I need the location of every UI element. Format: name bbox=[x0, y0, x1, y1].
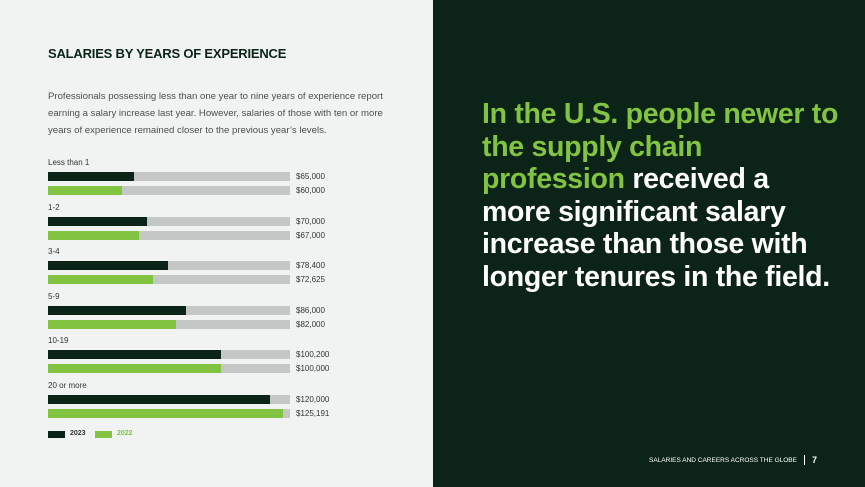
bar-2023 bbox=[48, 394, 271, 404]
bar-2023 bbox=[48, 305, 187, 315]
bar-track bbox=[48, 408, 290, 418]
bar-2022 bbox=[48, 230, 140, 240]
bar-2022 bbox=[48, 364, 221, 373]
bar-2022 bbox=[48, 319, 177, 329]
value-label: $72,625 bbox=[296, 275, 325, 284]
bar-2022 bbox=[48, 408, 284, 418]
right-panel bbox=[433, 0, 865, 487]
bar-track bbox=[48, 275, 290, 284]
footer-divider bbox=[803, 455, 805, 465]
value-label: $60,000 bbox=[296, 186, 325, 195]
bar-track bbox=[48, 319, 290, 329]
footer-section-title: SALARIES AND CAREERS ACROSS THE GLOBE bbox=[649, 456, 797, 464]
value-label: $125,191 bbox=[296, 408, 330, 418]
value-label: $100,000 bbox=[296, 364, 330, 373]
value-label: $78,400 bbox=[296, 261, 325, 270]
value-label: $67,000 bbox=[296, 230, 325, 240]
value-label: $100,200 bbox=[296, 350, 330, 359]
category-label: 1-2 bbox=[48, 202, 60, 212]
legend-swatch-2023 bbox=[48, 431, 65, 438]
headline-rest: received a more significant salary incre… bbox=[482, 163, 830, 293]
value-label: $120,000 bbox=[296, 394, 330, 404]
value-label: $82,000 bbox=[296, 319, 325, 329]
page-number: 7 bbox=[811, 455, 817, 465]
value-label: $70,000 bbox=[296, 216, 325, 226]
bar-track bbox=[48, 364, 290, 373]
value-label: $65,000 bbox=[296, 172, 325, 181]
bar-track bbox=[48, 350, 290, 359]
bar-track bbox=[48, 394, 290, 404]
category-label: 20 or more bbox=[48, 380, 87, 390]
category-label: Less than 1 bbox=[48, 158, 90, 167]
bar-track bbox=[48, 172, 290, 181]
bar-2022 bbox=[48, 275, 154, 284]
category-label: 10-19 bbox=[48, 336, 69, 345]
value-label: $86,000 bbox=[296, 305, 325, 315]
bar-track bbox=[48, 216, 290, 226]
bar-2023 bbox=[48, 350, 222, 359]
bar-track bbox=[48, 305, 290, 315]
bar-2022 bbox=[48, 186, 123, 195]
category-label: 5-9 bbox=[48, 291, 60, 301]
legend-label-2023: 2023 bbox=[70, 430, 86, 437]
bar-track bbox=[48, 186, 290, 195]
bar-2023 bbox=[48, 172, 135, 181]
headline: In the U.S. people newer to the supply c… bbox=[482, 98, 842, 293]
category-label: 3-4 bbox=[48, 247, 60, 256]
page-footer: SALARIES AND CAREERS ACROSS THE GLOBE 7 bbox=[649, 455, 817, 465]
headline-accent: In the U.S. people newer to the supply c… bbox=[482, 98, 839, 195]
bar-track bbox=[48, 230, 290, 240]
legend-swatch-2022 bbox=[95, 431, 112, 438]
bar-track bbox=[48, 261, 290, 270]
salary-bar-chart: Less than 1 $65,000 $60,000 1-2 $70,000 $67,0… bbox=[48, 158, 388, 420]
left-panel: SALARIES BY YEARS OF EXPERIENCE Professi… bbox=[48, 46, 388, 438]
section-title: SALARIES BY YEARS OF EXPERIENCE bbox=[48, 46, 287, 61]
legend-label-2022: 2022 bbox=[117, 430, 133, 437]
bar-2023 bbox=[48, 216, 147, 226]
intro-paragraph: Professionals possessing less than one y… bbox=[48, 91, 383, 136]
bar-2023 bbox=[48, 261, 168, 270]
